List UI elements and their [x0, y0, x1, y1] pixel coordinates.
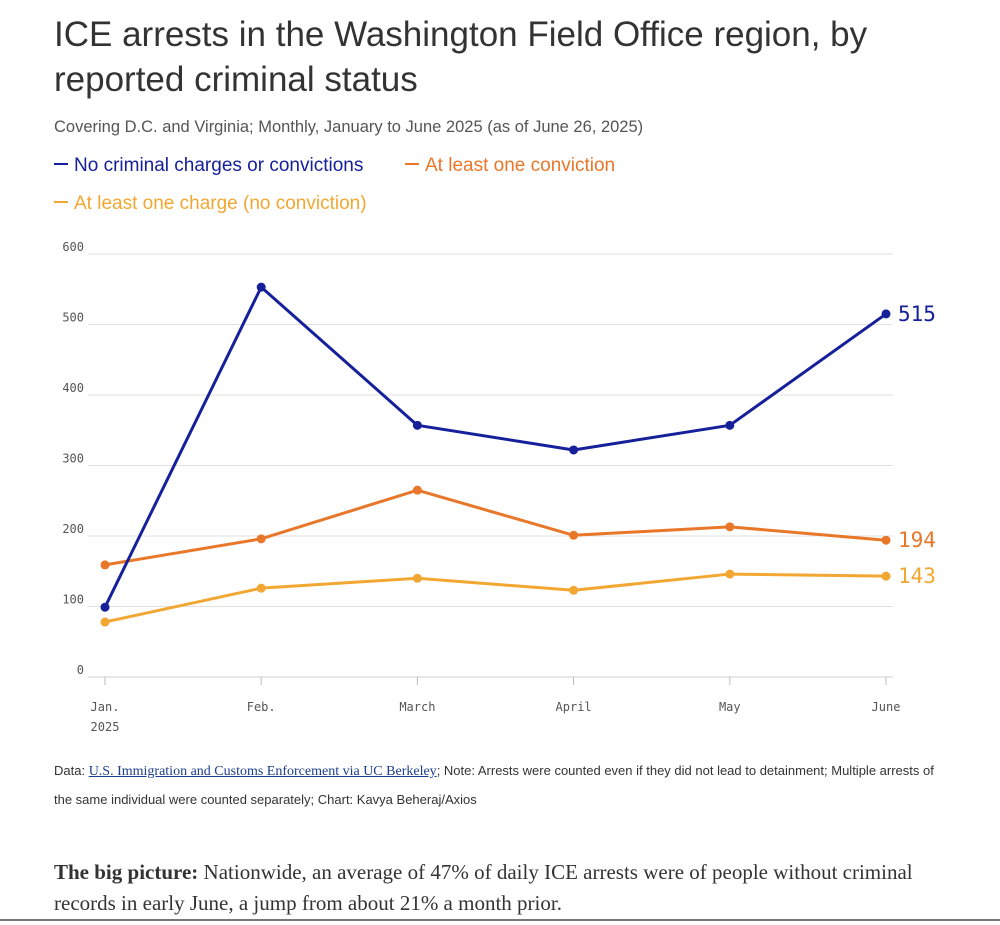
y-tick-label: 0 [77, 663, 84, 677]
data-point [725, 569, 735, 579]
data-point [881, 571, 891, 581]
x-tick-label: May [719, 700, 741, 714]
source-suffix: ; Note: Arrests were counted even if the… [54, 763, 934, 807]
end-value-label: 143 [898, 564, 936, 588]
data-point [100, 617, 110, 627]
data-point [412, 420, 422, 430]
x-tick-label: Jan. [91, 700, 120, 714]
source-prefix: Data: [54, 763, 89, 778]
legend-label: At least one charge (no conviction) [74, 193, 367, 214]
x-tick-label: March [399, 700, 435, 714]
series-line [104, 488, 887, 567]
data-point [100, 602, 110, 612]
data-point [100, 560, 110, 570]
bottom-divider [0, 919, 1000, 921]
data-point [725, 420, 735, 430]
data-point [569, 445, 579, 455]
data-point [725, 522, 735, 532]
x-tick-sublabel: 2025 [91, 720, 120, 734]
y-tick-label: 600 [62, 240, 84, 254]
chart-title: ICE arrests in the Washington Field Offi… [54, 15, 868, 99]
big-picture-lead: The big picture: [54, 860, 199, 884]
data-point [569, 585, 579, 595]
end-value-label: 515 [898, 302, 936, 326]
chart-subtitle: Covering D.C. and Virginia; Monthly, Jan… [54, 118, 644, 136]
legend-item-charge: At least one charge (no conviction) [54, 193, 367, 215]
legend-swatch [54, 200, 68, 203]
y-tick-label: 200 [62, 522, 84, 536]
x-tick-label: April [556, 700, 592, 714]
data-point [256, 534, 266, 544]
data-point [881, 535, 891, 545]
y-tick-label: 400 [62, 381, 84, 395]
end-value-label: 194 [898, 528, 936, 552]
legend-item-conviction: At least one conviction [405, 155, 615, 177]
line-chart: 0 100 200 300 400 500 600 Jan. 2025 Feb. March Apri… [62, 240, 936, 734]
data-point [256, 282, 266, 292]
series-line [103, 285, 887, 608]
legend-swatch [54, 162, 68, 165]
y-tick-label: 300 [62, 452, 84, 466]
data-point [412, 485, 422, 495]
x-tick-label: Feb. [247, 700, 276, 714]
series-line [104, 572, 887, 624]
source-note: Data: U.S. Immigration and Customs Enfor… [54, 757, 954, 814]
legend-swatch [405, 162, 419, 165]
big-picture-text: Nationwide, an average of 47% of daily I… [54, 860, 913, 915]
data-point [881, 309, 891, 319]
data-point [569, 530, 579, 540]
y-tick-label: 100 [62, 593, 84, 607]
big-picture-paragraph: The big picture: Nationwide, an average … [54, 857, 954, 919]
data-point [256, 583, 266, 593]
data-point [412, 573, 422, 583]
legend-label: No criminal charges or convictions [74, 155, 364, 176]
source-link[interactable]: U.S. Immigration and Customs Enforcement… [88, 764, 437, 779]
legend-label: At least one conviction [425, 155, 616, 176]
y-tick-label: 500 [62, 311, 84, 325]
x-tick-label: June [872, 700, 901, 714]
legend-item-no-charges: No criminal charges or convictions [54, 155, 363, 177]
